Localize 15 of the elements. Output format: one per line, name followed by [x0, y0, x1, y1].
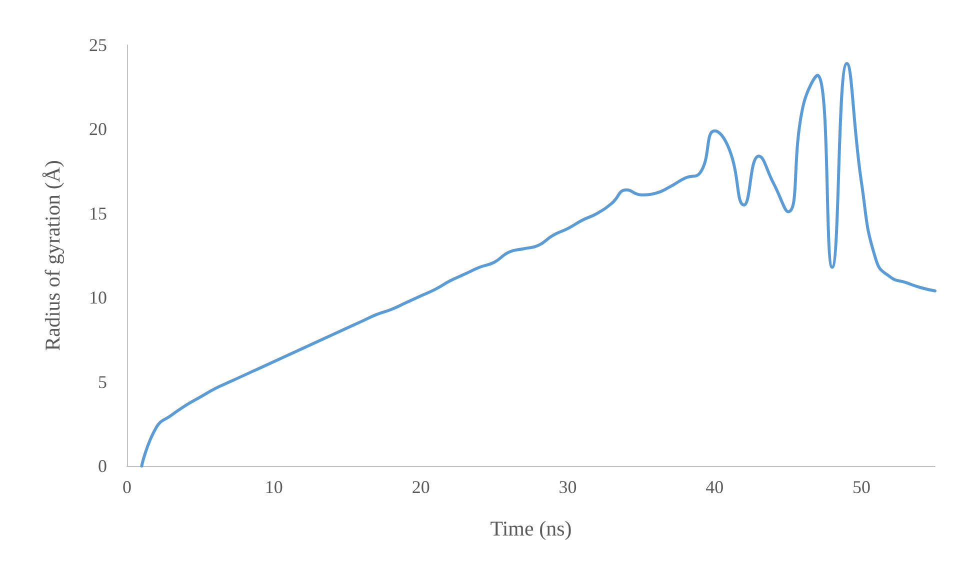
x-tick-label: 50	[852, 477, 871, 497]
y-tick-label: 15	[89, 203, 107, 224]
y-axis-title: Radius of gyration (Å)	[40, 160, 64, 351]
x-tick-label: 10	[264, 477, 283, 497]
x-axis-title: Time (ns)	[490, 516, 572, 540]
x-tick-label: 0	[122, 477, 132, 497]
line-series	[140, 62, 936, 468]
x-tick-label: 20	[412, 477, 430, 497]
x-tick-label: 40	[706, 477, 724, 497]
y-tick-label: 0	[98, 456, 107, 476]
y-tick-label: 20	[89, 119, 107, 140]
y-tick-label: 25	[89, 35, 107, 55]
y-tick-label: 10	[89, 288, 107, 308]
x-tick-label: 30	[558, 477, 577, 497]
y-tick-label: 5	[98, 372, 107, 392]
